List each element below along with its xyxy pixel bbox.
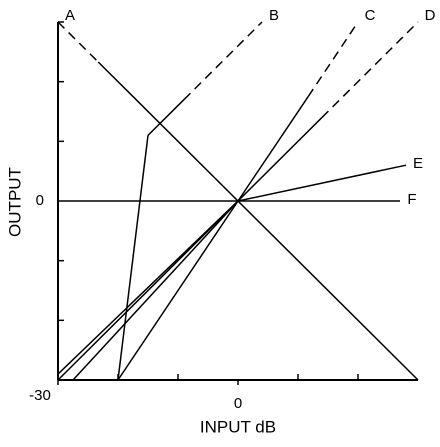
series-label: A (65, 7, 75, 24)
curve-segment (117, 200, 239, 381)
curve-segment (237, 96, 309, 202)
x-axis-label: INPUT dB (200, 417, 276, 436)
curve-segment (183, 21, 263, 101)
curve-segment (237, 164, 407, 202)
curve-segment (57, 21, 99, 63)
x-tick-label: 0 (234, 395, 242, 412)
curve-segment (72, 200, 239, 381)
curve-segment (147, 99, 185, 136)
curve-segment (237, 116, 323, 202)
curve-segment (321, 21, 419, 118)
curve-segment (57, 200, 239, 375)
curve-segment (307, 21, 359, 97)
x-tick-label: -30 (29, 387, 51, 404)
series-label: B (269, 7, 279, 24)
y-tick-label: 0 (36, 192, 44, 209)
series-label: F (407, 191, 416, 208)
y-axis-label: OUTPUT (5, 167, 24, 237)
series-label: D (425, 7, 436, 24)
series-label: C (365, 7, 376, 24)
curve-segment (97, 61, 419, 381)
series-label: E (413, 155, 423, 172)
curve-segment (117, 135, 149, 381)
